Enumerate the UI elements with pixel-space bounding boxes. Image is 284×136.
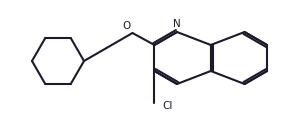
Text: Cl: Cl [162,101,173,111]
Text: O: O [122,21,130,31]
Text: N: N [173,19,181,29]
